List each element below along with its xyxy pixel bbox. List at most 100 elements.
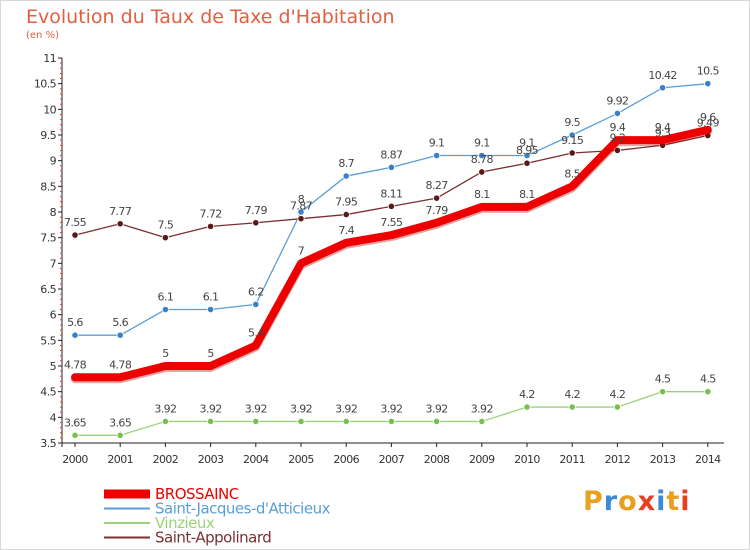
y-tick-label: 10.5 [34,78,57,91]
x-tick-label: 2007 [379,453,405,466]
data-point [704,80,712,88]
logo-letter: i [656,486,667,517]
data-point [297,417,305,426]
data-point [161,234,169,242]
data-point [568,149,576,157]
x-tick-label: 2006 [333,453,359,466]
data-label: 8.87 [380,148,403,161]
data-label: 6.1 [158,291,174,304]
data-label: 8.27 [426,179,449,192]
data-label: 8 [298,193,305,206]
data-label: 7 [298,244,305,257]
series-brossainc [71,125,712,384]
data-point [613,109,622,118]
data-label: 9.6 [700,111,716,124]
data-point [658,84,667,92]
data-label: 9.4 [610,121,626,134]
legend-label: BROSSAINC [155,485,239,503]
x-tick-label: 2009 [469,453,495,466]
logo-letter: P [583,486,604,517]
y-tick-label: 6 [50,309,57,322]
x-tick-label: 2010 [514,453,540,466]
data-label: 4.2 [564,388,580,401]
data-point [342,417,350,426]
data-point [387,202,395,210]
data-point [71,431,79,439]
proxiti-logo: Proxiti [583,486,691,517]
data-label: 3.92 [335,402,357,415]
legend-label: Vinzieux [155,514,215,532]
data-point [568,131,576,139]
data-label: 7.4 [338,224,354,237]
y-tick-label: 9 [50,155,57,168]
data-point [523,151,531,160]
x-tick-label: 2003 [198,453,224,466]
data-label: 7.79 [426,204,449,217]
data-point [161,417,169,426]
data-point [658,388,667,396]
data-point [116,220,124,228]
logo-letter: o [618,486,638,517]
data-point [252,219,260,227]
data-label: 6.1 [203,291,219,304]
logo-letter: x [637,486,657,517]
data-point [252,300,260,308]
data-point [613,146,622,154]
data-label: 5 [207,347,214,360]
data-label: 7.77 [109,205,132,218]
data-point [342,172,350,180]
x-tick-label: 2001 [107,453,133,466]
x-tick-label: 2000 [62,453,88,466]
data-label: 4.5 [700,373,716,386]
data-label: 9.1 [474,137,490,150]
data-label: 10.5 [697,65,720,78]
y-tick-label: 10 [43,103,56,116]
data-label: 9.15 [561,134,584,147]
y-tick-label: 5.5 [40,334,56,347]
data-point [704,388,712,396]
y-tick-label: 5 [50,360,57,373]
chart-axes: 3.5 4 4.5 5 5.5 6 6.5 7 7.5 8 8.5 9 9.5 10 10.5 11 2000 2… [34,52,724,466]
data-point [568,403,576,411]
logo-letter: t [666,486,681,517]
data-label: 7.87 [290,200,313,213]
data-label: 4.5 [655,373,671,386]
chart-title: Evolution du Taux de Taxe d'Habitation [26,6,395,28]
data-point [342,210,350,219]
data-label: 8.11 [380,187,402,200]
data-label: 3.92 [471,402,493,415]
data-label: 3.92 [290,402,312,415]
x-tick-label: 2005 [288,453,314,466]
data-label: 5 [162,347,169,360]
legend-label: Saint-Jacques-d'Atticieux [155,500,331,518]
x-tick-label: 2002 [153,453,179,466]
data-point [207,222,215,230]
logo-letter: i [680,486,691,517]
data-point [478,417,486,426]
data-label: 3.92 [245,402,267,415]
data-label: 7.55 [380,216,403,229]
data-point [432,194,441,202]
data-label: 8.1 [474,188,490,201]
data-label: 9.2 [610,131,626,144]
y-tick-label: 11 [43,52,56,65]
data-label: 6.2 [248,285,264,298]
data-point [432,417,441,426]
logo-letter: r [603,486,619,517]
data-label: 3.65 [109,416,132,429]
chart-subtitle: (en %) [26,30,59,41]
data-label: 7.55 [64,216,87,229]
data-label: 9.1 [429,137,445,150]
data-label: 8.1 [519,188,535,201]
y-tick-label: 3.5 [40,437,56,450]
y-tick-label: 7.5 [40,232,56,245]
data-label: 7.72 [200,207,222,220]
x-tick-label: 2008 [424,453,450,466]
x-tick-label: 2014 [695,453,721,466]
data-label: 5.4 [248,326,264,339]
data-point [252,417,260,426]
data-labels-layer: 5.6 5.6 6.1 6.1 6.2 8 8.7 8.87 9.1 9.1 9.1 9.5 9.92 1… [64,65,720,430]
data-point [207,417,215,426]
